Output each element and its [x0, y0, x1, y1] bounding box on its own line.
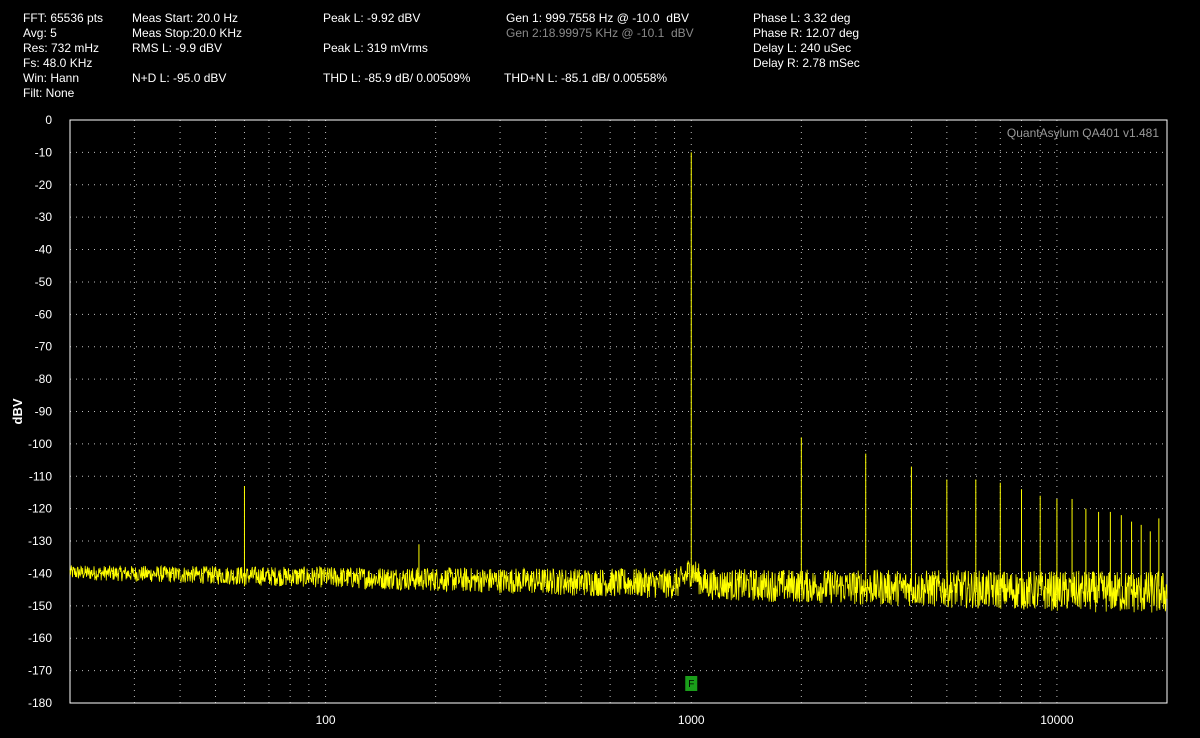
- rms-left-readout: RMS L: -9.9 dBV: [132, 41, 223, 55]
- y-tick-label: -30: [35, 210, 53, 224]
- y-tick-label: -120: [28, 502, 52, 516]
- meas-start-readout: Meas Start: 20.0 Hz: [132, 11, 239, 25]
- y-tick-label: -170: [28, 664, 52, 678]
- peak-left-dbv-readout: Peak L: -9.92 dBV: [323, 11, 421, 25]
- frequency-marker[interactable]: F: [685, 676, 698, 691]
- filter-readout: Filt: None: [23, 86, 75, 100]
- plot-frame: [69, 119, 1168, 704]
- noise-trace: [69, 560, 1168, 613]
- y-tick-label: -110: [29, 469, 52, 483]
- y-axis-ticks: 0 -10 -20 -30 -40 -50 -60 -70 -80 -90 -100 -110 -120…: [28, 113, 52, 710]
- delay-right-readout: Delay R: 2.78 mSec: [753, 56, 860, 70]
- marker-label: F: [688, 679, 694, 690]
- brand-label: QuantAsylum QA401 v1.481: [1007, 126, 1159, 140]
- y-tick-label: 0: [45, 113, 52, 127]
- y-tick-label: -60: [35, 307, 53, 321]
- y-tick-label: -130: [28, 534, 52, 548]
- sample-rate-readout: Fs: 48.0 KHz: [23, 56, 93, 70]
- phase-right-readout: Phase R: 12.07 deg: [753, 26, 860, 40]
- x-tick-label: 1000: [678, 713, 705, 727]
- peak-left-mvrms-readout: Peak L: 319 mVrms: [323, 41, 428, 55]
- y-tick-label: -70: [35, 340, 53, 354]
- spectrum-peaks: [243, 152, 1160, 587]
- y-tick-label: -180: [28, 696, 52, 710]
- averages-readout: Avg: 5: [23, 26, 57, 40]
- y-tick-label: -80: [35, 372, 53, 386]
- x-axis-ticks: 100 1000 10000: [316, 713, 1074, 727]
- noise-floor-trace: [69, 560, 1168, 613]
- y-tick-label: -100: [28, 437, 52, 451]
- generator-1-readout: Gen 1: 999.7558 Hz @ -10.0 dBV: [506, 11, 689, 25]
- y-tick-label: -140: [28, 566, 52, 580]
- generator-2-readout: Gen 2:18.99975 KHz @ -10.1 dBV: [506, 26, 694, 40]
- meas-stop-readout: Meas Stop:20.0 KHz: [132, 26, 243, 40]
- x-tick-label: 100: [316, 713, 336, 727]
- fft-size-readout: FFT: 65536 pts: [23, 11, 104, 25]
- y-axis-label: dBV: [10, 398, 25, 424]
- thd-left-readout: THD L: -85.9 dB/ 0.00509%: [323, 71, 471, 85]
- x-tick-label: 10000: [1040, 713, 1074, 727]
- delay-left-readout: Delay L: 240 uSec: [753, 41, 852, 55]
- y-tick-label: -20: [35, 178, 53, 192]
- marker-box[interactable]: [685, 676, 698, 691]
- y-tick-label: -90: [35, 405, 53, 419]
- y-tick-label: -40: [35, 243, 53, 257]
- y-tick-label: -10: [35, 145, 53, 159]
- y-tick-label: -50: [35, 275, 53, 289]
- phase-left-readout: Phase L: 3.32 deg: [753, 11, 851, 25]
- window-readout: Win: Hann: [23, 71, 80, 85]
- resolution-readout: Res: 732 mHz: [23, 41, 100, 55]
- y-tick-label: -150: [28, 599, 52, 613]
- noise-distortion-left-readout: N+D L: -95.0 dBV: [132, 71, 227, 85]
- y-tick-label: -160: [28, 631, 52, 645]
- thd-plus-noise-left-readout: THD+N L: -85.1 dB/ 0.00558%: [504, 71, 668, 85]
- chart-grid: [70, 120, 1167, 703]
